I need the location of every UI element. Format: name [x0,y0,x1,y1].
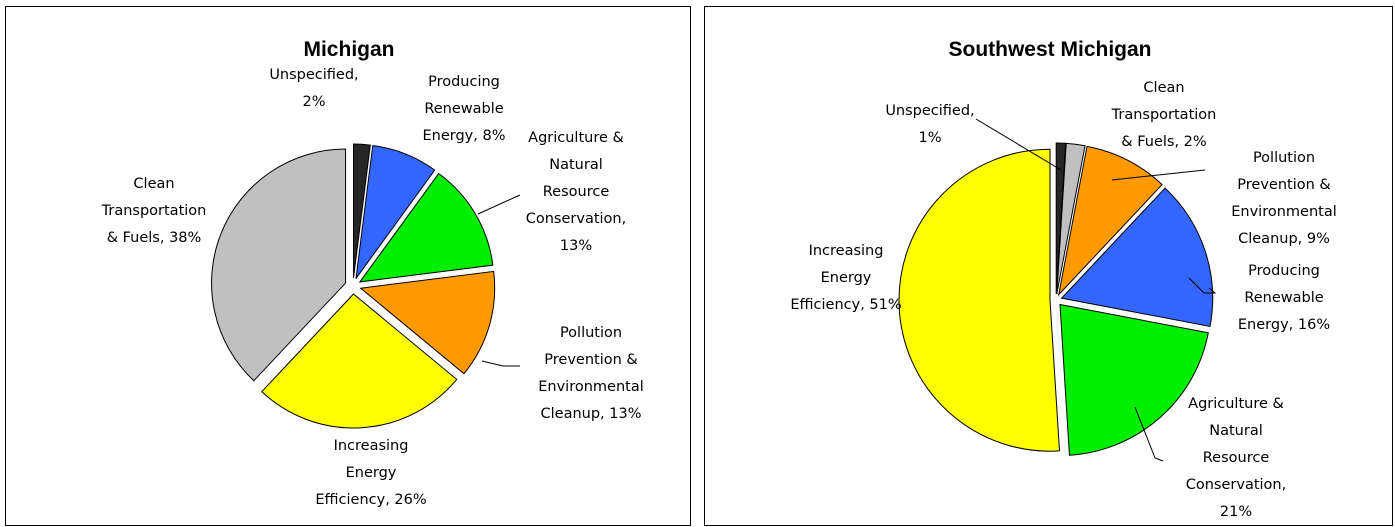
data-label-line: Efficiency, 26% [315,492,426,508]
data-label-line: 21% [1220,504,1252,520]
data-label-line: Natural [1209,423,1262,439]
data-label-line: Conservation, [1186,477,1286,493]
leader-line-agriculture-and-natural-resource-conservation [477,194,521,215]
data-label-line: Renewable [1244,290,1323,306]
data-label-line: Energy, 8% [423,128,506,144]
data-label-line: Energy [346,465,397,481]
data-label-increasing-energy-efficiency: Increasing Energy Efficiency, 51% [790,243,901,313]
data-label-line: Resource [543,184,610,200]
data-label-line: Renewable [424,101,503,117]
pie-slice-clean-transportation-and-fuels [211,148,347,382]
data-label-line: Transportation [1111,107,1217,123]
leader-line-agriculture-and-natural-resource-conservation [1134,406,1164,462]
pie-slice-producing-renewable-energy [355,145,436,279]
data-label-pollution-prevention-and-environmental-cleanup: Pollution Prevention & Environmental Cleanu… [1231,150,1337,247]
data-label-line: Environmental [538,379,644,395]
data-label-line: Increasing [334,438,409,454]
chart-title: Southwest Michigan [948,38,1151,61]
data-label-unspecified: Unspecified, 2% [269,67,358,110]
leader-line-unspecified [975,118,1062,171]
data-label-line: Cleanup, 13% [541,406,642,422]
leader-line-pollution-prevention-and-environmental-cleanup [481,360,520,367]
data-label-line: Energy [821,270,872,286]
data-label-line: Transportation [101,203,207,219]
pie-slice-producing-renewable-energy [1060,187,1214,328]
data-label-producing-renewable-energy: Producing Renewable Energy, 16% [1238,263,1330,333]
data-label-agriculture-and-natural-resource-conservation: Agriculture & Natural Resource Conservation… [526,130,626,254]
data-label-line: Efficiency, 51% [790,297,901,313]
data-label-line: Clean [133,176,174,192]
pie-slice-agriculture-and-natural-resource-conservation [358,172,494,283]
data-label-line: Agriculture & [528,130,624,146]
pie-slice-pollution-prevention-and-environmental-cleanup [359,270,496,375]
data-label-line: Cleanup, 9% [1238,231,1330,247]
leader-line-pollution-prevention-and-environmental-cleanup [1111,169,1206,181]
pie-slice-agriculture-and-natural-resource-conservation [1059,303,1209,456]
data-label-line: 13% [560,238,592,254]
pie-slice-increasing-energy-efficiency [898,148,1061,452]
data-label-line: & Fuels, 38% [107,230,202,246]
data-label-line: Producing [428,74,500,90]
pie-slice-pollution-prevention-and-environmental-cleanup [1057,145,1163,297]
data-label-line: Resource [1203,450,1270,466]
pie-slice-unspecified [353,143,371,279]
data-label-line: Prevention & [544,352,637,368]
data-label-line: Clean [1143,80,1184,96]
data-label-unspecified: Unspecified, 1% [885,103,974,146]
chart-title: Michigan [303,38,394,61]
data-label-line: 1% [918,130,941,146]
data-label-line: Environmental [1231,204,1337,220]
data-label-clean-transportation-and-fuels: Clean Transportation & Fuels, 2% [1111,80,1217,150]
data-label-increasing-energy-efficiency: Increasing Energy Efficiency, 26% [315,438,426,508]
chart-panel-southwest-michigan: Southwest Michigan Unspecified, 1% Clean Tra… [704,6,1393,526]
data-label-line: Energy, 16% [1238,317,1330,333]
data-label-line: Increasing [809,243,884,259]
pie-chart-svg: Southwest Michigan Unspecified, 1% Clean Tra… [790,38,1337,520]
pie-slice-clean-transportation-and-fuels [1056,142,1086,295]
data-label-line: Agriculture & [1188,396,1284,412]
chart-panel-michigan: Michigan Unspecified, 2% Producing Renewable… [5,6,691,526]
data-label-line: Prevention & [1237,177,1330,193]
data-label-line: Unspecified, [885,103,974,119]
data-label-line: Pollution [1253,150,1315,166]
data-label-line: Producing [1248,263,1320,279]
data-label-line: & Fuels, 2% [1121,134,1206,150]
data-label-line: Conservation, [526,211,626,227]
data-label-line: Unspecified, [269,67,358,83]
pie-chart-svg: Michigan Unspecified, 2% Producing Renewable… [101,38,644,508]
data-label-line: Natural [549,157,602,173]
data-label-line: Pollution [560,325,622,341]
data-label-pollution-prevention-and-environmental-cleanup: Pollution Prevention & Environmental Cleanu… [538,325,644,422]
data-label-clean-transportation-and-fuels: Clean Transportation & Fuels, 38% [101,176,207,246]
data-label-agriculture-and-natural-resource-conservation: Agriculture & Natural Resource Conservation… [1186,396,1286,520]
data-label-producing-renewable-energy: Producing Renewable Energy, 8% [423,74,506,144]
data-label-line: 2% [302,94,325,110]
pie-slice-increasing-energy-efficiency [261,293,458,429]
leader-line-producing-renewable-energy [1188,277,1217,294]
pie-slice-unspecified [1055,142,1067,295]
